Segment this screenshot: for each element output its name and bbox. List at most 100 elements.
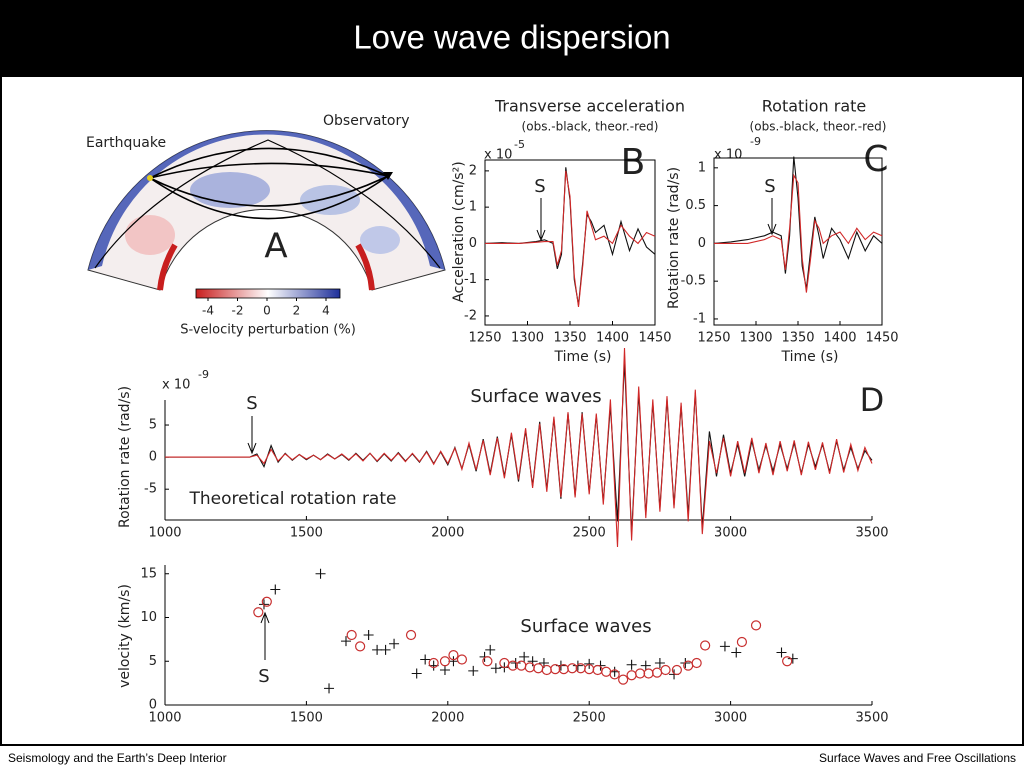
series-line bbox=[714, 173, 883, 293]
annotation: Theoretical rotation rate bbox=[189, 489, 397, 509]
point bbox=[253, 607, 264, 618]
point bbox=[719, 641, 730, 652]
annotation: S bbox=[246, 393, 257, 414]
point bbox=[420, 654, 431, 665]
annotation: Surface waves bbox=[470, 386, 601, 407]
point bbox=[519, 651, 530, 662]
x-tick-label: 1300 bbox=[739, 331, 772, 346]
x-tick-label: 1500 bbox=[290, 711, 323, 726]
y-tick-label: 1 bbox=[469, 200, 477, 215]
point bbox=[609, 669, 620, 680]
point bbox=[270, 584, 281, 595]
point bbox=[482, 656, 493, 667]
x-tick-label: 1500 bbox=[290, 526, 323, 541]
point bbox=[736, 636, 748, 648]
point bbox=[439, 656, 451, 667]
colorbar-tick-label: 0 bbox=[263, 304, 271, 318]
panel-label: A bbox=[264, 227, 287, 267]
x-tick-label: 1350 bbox=[553, 331, 586, 346]
y-tick-label: 5 bbox=[149, 654, 157, 669]
point bbox=[626, 659, 637, 670]
y-axis-label: velocity (km/s) bbox=[117, 584, 133, 688]
x-tick-label: 1250 bbox=[468, 331, 501, 346]
point bbox=[315, 568, 326, 579]
point bbox=[516, 660, 527, 671]
header-bar bbox=[0, 0, 1024, 76]
point bbox=[346, 629, 357, 641]
x-tick-label: 3000 bbox=[714, 526, 747, 541]
y-tick-label: -1 bbox=[693, 311, 706, 326]
point bbox=[527, 656, 538, 667]
point bbox=[485, 644, 496, 655]
y-tick-label: -0.5 bbox=[681, 274, 706, 289]
point bbox=[411, 668, 422, 679]
point bbox=[355, 641, 366, 652]
x-tick-label: 3000 bbox=[714, 711, 747, 726]
colorbar-tick-label: -2 bbox=[232, 304, 244, 318]
point bbox=[787, 653, 798, 664]
footer-right: Surface Waves and Free Oscillations bbox=[819, 751, 1016, 765]
point bbox=[635, 668, 646, 679]
x-tick-label: 2500 bbox=[573, 526, 606, 541]
y-axis-label: Acceleration (cm/s²) bbox=[451, 161, 467, 302]
x-tick-label: 1450 bbox=[638, 331, 671, 346]
point bbox=[750, 620, 762, 631]
x-tick-label: 3500 bbox=[855, 526, 888, 541]
point bbox=[776, 647, 787, 658]
point bbox=[660, 664, 671, 676]
x-tick-label: 1400 bbox=[596, 331, 629, 346]
point bbox=[618, 674, 629, 685]
point bbox=[572, 660, 583, 671]
slide-title: Love wave dispersion bbox=[353, 19, 670, 56]
point bbox=[691, 657, 702, 669]
y-tick-label: 1 bbox=[698, 160, 706, 175]
chart-subtitle: (obs.-black, theor.-red) bbox=[750, 120, 887, 134]
scale-exponent: -9 bbox=[198, 368, 209, 381]
panel-label: B bbox=[621, 142, 646, 183]
point bbox=[448, 650, 459, 661]
point bbox=[626, 670, 637, 681]
point bbox=[731, 647, 742, 658]
y-tick-label: 2 bbox=[469, 163, 477, 178]
point bbox=[550, 664, 561, 675]
y-tick-label: 10 bbox=[140, 610, 157, 625]
annotation: S bbox=[258, 666, 269, 687]
point bbox=[651, 667, 663, 678]
x-tick-label: 2000 bbox=[431, 711, 464, 726]
point bbox=[340, 636, 351, 647]
point bbox=[510, 658, 521, 668]
point bbox=[680, 658, 691, 668]
point bbox=[700, 640, 711, 651]
arrow bbox=[260, 611, 270, 660]
point bbox=[584, 658, 595, 669]
point bbox=[448, 656, 459, 667]
annotation: S bbox=[764, 176, 775, 197]
panel-label: D bbox=[860, 381, 885, 419]
point bbox=[324, 683, 335, 694]
point bbox=[439, 665, 450, 675]
x-tick-label: 1300 bbox=[511, 331, 544, 346]
point bbox=[654, 658, 665, 668]
point bbox=[541, 664, 552, 676]
colorbar-title: S-velocity perturbation (%) bbox=[180, 323, 356, 338]
x-tick-label: 1250 bbox=[697, 331, 730, 346]
y-axis-label: Rotation rate (rad/s) bbox=[117, 386, 133, 528]
x-axis-label: Time (s) bbox=[781, 349, 839, 365]
point bbox=[380, 644, 391, 655]
y-tick-label: -1 bbox=[464, 272, 477, 287]
x-axis-label: Time (s) bbox=[554, 349, 612, 365]
annotation: S bbox=[534, 176, 545, 197]
point bbox=[643, 668, 654, 679]
colorbar-tick-label: -4 bbox=[202, 304, 214, 318]
scale-base: x 10 bbox=[484, 148, 512, 163]
x-tick-label: 2500 bbox=[573, 711, 606, 726]
colorbar bbox=[195, 288, 341, 299]
scale-base: x 10 bbox=[714, 148, 742, 163]
x-tick-label: 1400 bbox=[823, 331, 856, 346]
y-tick-label: 0.5 bbox=[685, 198, 706, 213]
series-line bbox=[485, 170, 656, 307]
x-tick-label: 3500 bbox=[855, 711, 888, 726]
x-tick-label: 1450 bbox=[865, 331, 898, 346]
